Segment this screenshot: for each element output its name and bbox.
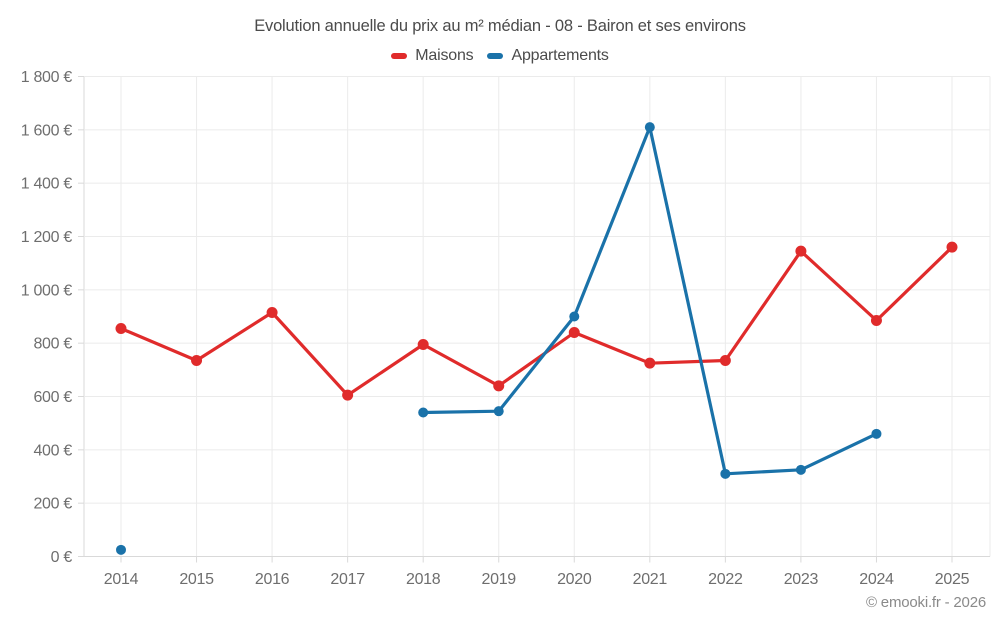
y-gridlines: 0 € 200 € 400 € 600 € 800 € 1 000 € 1 200 € 1 4… bbox=[21, 69, 990, 566]
y-axis-label: 600 € bbox=[33, 389, 72, 406]
x-axis-label: 2022 bbox=[708, 571, 743, 588]
point-maisons-2021[interactable] bbox=[644, 357, 656, 369]
y-axis-label: 0 € bbox=[51, 549, 73, 566]
legend-item-maisons[interactable]: Maisons bbox=[391, 47, 474, 65]
point-appartements-2024[interactable] bbox=[871, 428, 882, 439]
chart-legend: Maisons Appartements bbox=[0, 46, 1000, 66]
y-axis-label: 200 € bbox=[33, 496, 72, 513]
x-axis-label: 2017 bbox=[330, 571, 365, 588]
y-axis-label: 1 200 € bbox=[21, 229, 73, 246]
point-appartements-2023[interactable] bbox=[795, 464, 806, 475]
point-maisons-2017[interactable] bbox=[342, 389, 354, 401]
copyright-credit: © emooki.fr - 2026 bbox=[865, 594, 986, 611]
series-appartements bbox=[116, 122, 882, 555]
point-maisons-2025[interactable] bbox=[946, 241, 958, 253]
x-axis-label: 2018 bbox=[406, 571, 441, 588]
point-maisons-2022[interactable] bbox=[719, 355, 731, 366]
y-axis-label: 1 000 € bbox=[21, 282, 73, 299]
x-axis-label: 2021 bbox=[633, 571, 668, 588]
legend-item-appartements[interactable]: Appartements bbox=[487, 47, 609, 65]
x-axis-label: 2025 bbox=[935, 571, 970, 588]
point-maisons-2014[interactable] bbox=[115, 323, 127, 334]
y-axis-label: 1 600 € bbox=[21, 122, 73, 139]
point-maisons-2016[interactable] bbox=[266, 307, 278, 318]
series-maisons bbox=[115, 241, 958, 401]
y-axis-label: 1 400 € bbox=[21, 176, 73, 193]
x-axis-labels: 2014 2015 2016 2017 2018 2019 2020 2021 2022 2023… bbox=[104, 571, 970, 588]
x-axis-label: 2019 bbox=[482, 571, 517, 588]
point-appartements-2022[interactable] bbox=[720, 468, 731, 479]
maisons-color-swatch bbox=[391, 53, 408, 59]
x-gridlines bbox=[83, 76, 991, 563]
point-maisons-2018[interactable] bbox=[417, 339, 429, 350]
point-maisons-2023[interactable] bbox=[795, 245, 807, 257]
y-axis-label: 400 € bbox=[33, 442, 72, 459]
point-appartements-2020[interactable] bbox=[569, 311, 580, 322]
point-maisons-2024[interactable] bbox=[870, 315, 882, 326]
x-axis-label: 2024 bbox=[859, 571, 894, 588]
point-maisons-2015[interactable] bbox=[191, 355, 203, 366]
x-axis-label: 2015 bbox=[179, 571, 214, 588]
legend-label-maisons: Maisons bbox=[415, 47, 474, 64]
x-axis-label: 2023 bbox=[784, 571, 819, 588]
x-axis-label: 2014 bbox=[104, 571, 139, 588]
point-appartements-2018[interactable] bbox=[418, 407, 429, 418]
point-appartements-2014[interactable] bbox=[116, 544, 126, 555]
x-axis-label: 2020 bbox=[557, 571, 592, 588]
point-maisons-2020[interactable] bbox=[568, 327, 580, 338]
chart-title: Evolution annuelle du prix au m² médian … bbox=[254, 17, 746, 35]
y-axis-label: 800 € bbox=[33, 336, 72, 353]
y-axis-label: 1 800 € bbox=[21, 69, 73, 86]
x-axis-label: 2016 bbox=[255, 571, 290, 588]
point-appartements-2021[interactable] bbox=[644, 122, 655, 133]
point-appartements-2019[interactable] bbox=[493, 406, 504, 417]
appartements-color-swatch bbox=[487, 53, 504, 59]
point-maisons-2019[interactable] bbox=[493, 380, 505, 392]
legend-label-appartements: Appartements bbox=[511, 47, 609, 64]
